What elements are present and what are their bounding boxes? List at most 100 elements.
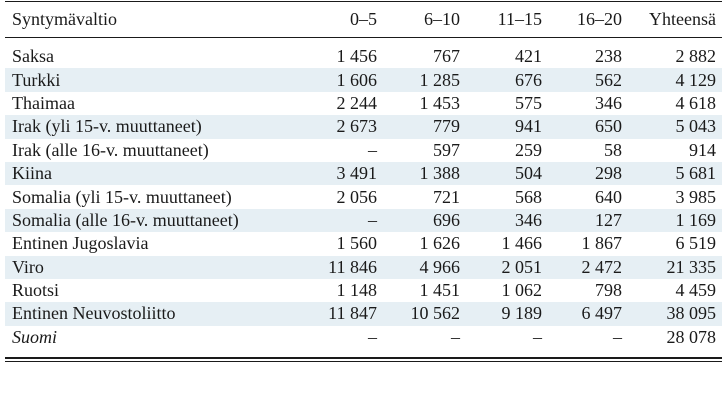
table-row: Somalia (yli 15-v. muuttaneet) 2 056 721 56… bbox=[5, 185, 722, 208]
row-value-cell: 575 bbox=[515, 92, 542, 113]
table-row: Thaimaa 2 244 1 453 575 346 4 618 bbox=[5, 92, 722, 115]
row-value-cell: 9 189 bbox=[466, 302, 548, 326]
row-value-cell: 3 985 bbox=[675, 186, 717, 207]
row-country-name: Entinen Neuvostoliitto bbox=[5, 302, 295, 326]
row-value-cell: 28 078 bbox=[666, 326, 717, 347]
row-value-cell: 650 bbox=[548, 115, 628, 139]
row-country-name: Turkki bbox=[5, 68, 295, 92]
bottom-rule-thin bbox=[5, 361, 722, 363]
row-value-cell: 1 169 bbox=[628, 208, 722, 233]
bottom-rule bbox=[5, 357, 722, 360]
table-row: Irak (yli 15-v. muuttaneet) 2 673 779 941 65… bbox=[5, 115, 722, 139]
row-value-cell: 259 bbox=[515, 139, 542, 160]
row-value-cell: 676 bbox=[466, 68, 548, 92]
row-value-cell: 1 606 bbox=[295, 68, 383, 92]
row-country-name: Entinen Jugoslavia bbox=[12, 233, 149, 254]
row-value-cell: 1 626 bbox=[419, 233, 461, 254]
table-row: Ruotsi 1 148 1 451 1 062 798 4 459 bbox=[5, 279, 722, 302]
row-value-cell: 767 bbox=[433, 46, 460, 67]
row-value-cell: 1 560 bbox=[336, 233, 378, 254]
row-value-cell: 4 129 bbox=[628, 68, 722, 92]
row-value-cell: 504 bbox=[466, 161, 548, 186]
row-value-cell: 4 459 bbox=[675, 280, 717, 301]
table-row: Kiina 3 491 1 388 504 298 5 681 bbox=[5, 161, 722, 186]
table-row: Turkki 1 606 1 285 676 562 4 129 bbox=[5, 68, 722, 92]
row-value-cell: 298 bbox=[548, 161, 628, 186]
row-value-cell: 421 bbox=[515, 46, 542, 67]
row-value-cell: 4 966 bbox=[383, 255, 466, 279]
table-row: Saksa 1 456 767 421 238 2 882 bbox=[5, 45, 722, 68]
row-value-cell: 597 bbox=[433, 139, 460, 160]
row-value-cell: 2 673 bbox=[295, 115, 383, 139]
row-country-name: Irak (alle 16-v. muuttaneet) bbox=[12, 139, 209, 160]
table-body: Saksa 1 456 767 421 238 2 882 Turkki 1 606 1 285… bbox=[5, 37, 722, 350]
row-value-cell: 640 bbox=[595, 186, 622, 207]
column-header-country: Syntymävaltio bbox=[12, 9, 117, 29]
row-value-cell: 6 497 bbox=[548, 302, 628, 326]
row-value-cell: 346 bbox=[595, 92, 622, 113]
row-value-cell: 5 043 bbox=[628, 115, 722, 139]
row-country-name: Ruotsi bbox=[12, 280, 60, 301]
row-value-cell: 1 456 bbox=[336, 46, 378, 67]
row-value-cell: 1 388 bbox=[383, 161, 466, 186]
row-value-cell: 1 453 bbox=[419, 92, 461, 113]
row-value-cell: 58 bbox=[604, 139, 622, 160]
row-value-cell: 238 bbox=[595, 46, 622, 67]
row-value-cell: 2 056 bbox=[336, 186, 378, 207]
row-value-cell: 721 bbox=[433, 186, 460, 207]
row-value-cell: – bbox=[368, 139, 377, 160]
column-header-age-11-15: 11–15 bbox=[497, 9, 542, 29]
row-value-cell: 798 bbox=[595, 280, 622, 301]
row-value-cell: 11 847 bbox=[295, 302, 383, 326]
row-country-name: Viro bbox=[5, 255, 295, 279]
row-value-cell: 914 bbox=[689, 139, 716, 160]
row-value-cell: 346 bbox=[466, 208, 548, 233]
row-country-name: Saksa bbox=[12, 46, 54, 67]
row-value-cell: 21 335 bbox=[628, 255, 722, 279]
row-value-cell: 127 bbox=[548, 208, 628, 233]
row-value-cell: 1 867 bbox=[581, 233, 623, 254]
row-value-cell: 2 882 bbox=[675, 46, 717, 67]
row-country-name: Suomi bbox=[12, 326, 57, 347]
row-value-cell: 4 618 bbox=[675, 92, 717, 113]
row-value-cell: 1 466 bbox=[501, 233, 543, 254]
row-value-cell: 1 451 bbox=[419, 280, 461, 301]
header-row: Syntymävaltio 0–5 6–10 11–15 16–20 Yhtee… bbox=[5, 2, 722, 38]
row-value-cell: 11 846 bbox=[295, 255, 383, 279]
row-value-cell: 2 472 bbox=[548, 255, 628, 279]
row-value-cell: 2 051 bbox=[466, 255, 548, 279]
row-value-cell: 1 062 bbox=[501, 280, 543, 301]
row-value-cell: 10 562 bbox=[383, 302, 466, 326]
row-country-name: Irak (yli 15-v. muuttaneet) bbox=[5, 115, 295, 139]
row-value-cell: – bbox=[368, 326, 377, 347]
table-row: Entinen Neuvostoliitto 11 847 10 562 9 189 6… bbox=[5, 302, 722, 326]
row-value-cell: 562 bbox=[548, 68, 628, 92]
data-table: Syntymävaltio 0–5 6–10 11–15 16–20 Yhtee… bbox=[5, 2, 722, 349]
row-value-cell: 5 681 bbox=[628, 161, 722, 186]
row-value-cell: 2 244 bbox=[336, 92, 378, 113]
row-value-cell: 696 bbox=[383, 208, 466, 233]
row-country-name: Thaimaa bbox=[12, 92, 75, 113]
table-row: Viro 11 846 4 966 2 051 2 472 21 335 bbox=[5, 255, 722, 279]
table-row: Suomi – – – – 28 078 bbox=[5, 326, 722, 349]
column-header-age-0-5: 0–5 bbox=[350, 9, 377, 29]
row-value-cell: 6 519 bbox=[675, 233, 717, 254]
row-value-cell: – bbox=[533, 326, 542, 347]
row-country-name: Kiina bbox=[5, 161, 295, 186]
row-value-cell: 568 bbox=[515, 186, 542, 207]
row-value-cell: 38 095 bbox=[628, 302, 722, 326]
row-value-cell: 941 bbox=[466, 115, 548, 139]
row-value-cell: 779 bbox=[383, 115, 466, 139]
table-row: Entinen Jugoslavia 1 560 1 626 1 466 1 867 6 … bbox=[5, 232, 722, 255]
row-value-cell: 1 285 bbox=[383, 68, 466, 92]
row-value-cell: – bbox=[295, 208, 383, 233]
row-country-name: Somalia (alle 16-v. muuttaneet) bbox=[5, 208, 295, 233]
column-header-total: Yhteensä bbox=[649, 9, 716, 29]
top-rule bbox=[5, 1, 722, 2]
column-header-age-6-10: 6–10 bbox=[424, 9, 460, 29]
row-value-cell: 1 148 bbox=[336, 280, 378, 301]
header-separator bbox=[5, 37, 722, 38]
row-value-cell: – bbox=[451, 326, 460, 347]
table-row: Irak (alle 16-v. muuttaneet) – 597 259 58 914 bbox=[5, 139, 722, 162]
row-value-cell: – bbox=[613, 326, 622, 347]
